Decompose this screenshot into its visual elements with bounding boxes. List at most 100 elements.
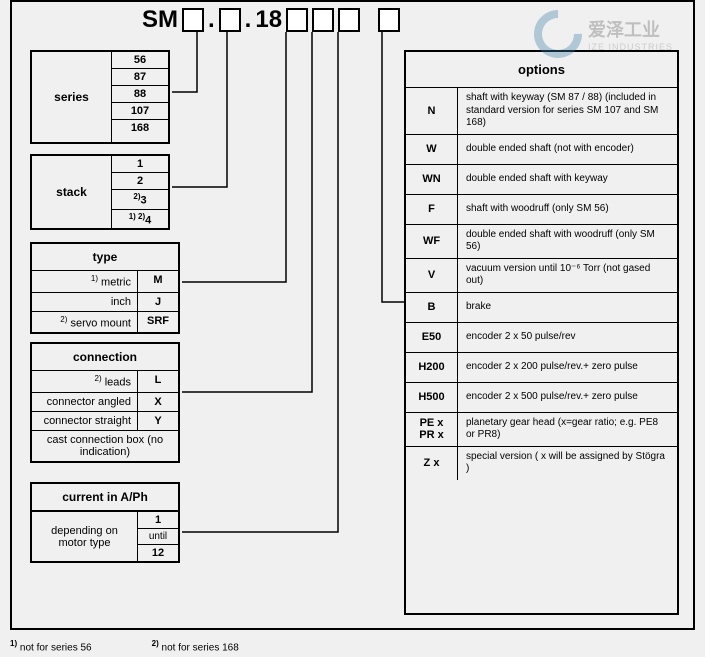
slot-connection: [312, 8, 334, 32]
series-value: 107: [112, 103, 168, 120]
current-max: 12: [138, 545, 178, 561]
slot-stack: [219, 8, 241, 32]
footnote-1: 1) not for series 56: [10, 639, 92, 653]
stack-value: 1: [112, 156, 168, 173]
option-row: Nshaft with keyway (SM 87 / 88) (include…: [406, 88, 677, 135]
title-mid: 18: [255, 6, 282, 34]
stack-value: 1) 2)4: [112, 210, 168, 229]
option-desc: encoder 2 x 50 pulse/rev: [458, 327, 677, 348]
type-rows: 1) metricMinchJ2) servo mountSRF: [32, 271, 178, 332]
connection-title: connection: [32, 344, 178, 371]
option-desc: encoder 2 x 200 pulse/rev.+ zero pulse: [458, 357, 677, 378]
option-desc: shaft with keyway (SM 87 / 88) (included…: [458, 88, 677, 134]
logo-subtitle: IZE INDUSTRIES: [588, 42, 673, 52]
series-title: series: [32, 52, 112, 142]
option-row: WNdouble ended shaft with keyway: [406, 165, 677, 195]
options-section: options Nshaft with keyway (SM 87 / 88) …: [404, 50, 679, 615]
option-desc: shaft with woodruff (only SM 56): [458, 199, 677, 220]
logo-text: 爱泽工业: [588, 16, 673, 42]
option-desc: brake: [458, 297, 677, 318]
option-desc: planetary gear head (x=gear ratio; e.g. …: [458, 413, 677, 446]
stack-values: 122)31) 2)4: [112, 156, 168, 228]
series-value: 56: [112, 52, 168, 69]
connection-row: connector straightY: [32, 411, 178, 430]
option-row: H200encoder 2 x 200 pulse/rev.+ zero pul…: [406, 353, 677, 383]
connection-row-val: Y: [138, 412, 178, 430]
connection-row: connector angledX: [32, 392, 178, 411]
option-code: W: [406, 135, 458, 164]
connection-row: 2) leadsL: [32, 371, 178, 392]
watermark-logo: 爱泽工业 IZE INDUSTRIES: [534, 10, 673, 58]
type-section: type 1) metricMinchJ2) servo mountSRF: [30, 242, 180, 334]
connection-row-val: X: [138, 393, 178, 411]
type-row: 1) metricM: [32, 271, 178, 292]
option-code: H200: [406, 353, 458, 382]
type-row-label: inch: [32, 293, 138, 311]
connection-row-label: cast connection box (no indication): [32, 431, 178, 461]
option-code: H500: [406, 383, 458, 412]
current-until: until: [138, 529, 178, 545]
footnotes: 1) not for series 56 2) not for series 1…: [10, 639, 239, 653]
option-row: WFdouble ended shaft with woodruff (only…: [406, 225, 677, 259]
option-code: N: [406, 88, 458, 134]
type-row-label: 1) metric: [32, 271, 138, 292]
current-label: depending on motor type: [32, 512, 138, 561]
option-code: E50: [406, 323, 458, 352]
series-values: 568788107168: [112, 52, 168, 142]
option-code: PE xPR x: [406, 413, 458, 446]
type-row-val: SRF: [138, 312, 178, 333]
slot-series: [182, 8, 204, 32]
dot1: .: [208, 6, 215, 34]
option-desc: double ended shaft with keyway: [458, 169, 677, 190]
stack-value: 2)3: [112, 190, 168, 210]
connection-section: connection 2) leadsLconnector angledXcon…: [30, 342, 180, 463]
connection-row-val: L: [138, 371, 178, 392]
type-row-label: 2) servo mount: [32, 312, 138, 333]
option-code: WN: [406, 165, 458, 194]
option-desc: double ended shaft with woodruff (only S…: [458, 225, 677, 258]
diagram-frame: 爱泽工业 IZE INDUSTRIES SM . . 18 series 568…: [10, 0, 695, 630]
dot2: .: [245, 6, 252, 34]
connection-row: cast connection box (no indication): [32, 430, 178, 461]
option-desc: special version ( x will be assigned by …: [458, 447, 677, 480]
option-row: Wdouble ended shaft (not with encoder): [406, 135, 677, 165]
current-section: current in A/Ph depending on motor type …: [30, 482, 180, 563]
connection-row-label: 2) leads: [32, 371, 138, 392]
option-row: Z xspecial version ( x will be assigned …: [406, 447, 677, 480]
option-row: Bbrake: [406, 293, 677, 323]
option-code: F: [406, 195, 458, 224]
options-rows: Nshaft with keyway (SM 87 / 88) (include…: [406, 88, 677, 480]
option-code: Z x: [406, 447, 458, 480]
option-row: PE xPR xplanetary gear head (x=gear rati…: [406, 413, 677, 447]
logo-ring-icon: [524, 0, 592, 68]
type-row: inchJ: [32, 292, 178, 311]
option-desc: encoder 2 x 500 pulse/rev.+ zero pulse: [458, 387, 677, 408]
footnote-2: 2) not for series 168: [152, 639, 239, 653]
connection-rows: 2) leadsLconnector angledXconnector stra…: [32, 371, 178, 461]
slot-current: [338, 8, 360, 32]
type-row-val: M: [138, 271, 178, 292]
title-prefix: SM: [142, 6, 178, 34]
slot-type: [286, 8, 308, 32]
type-title: type: [32, 244, 178, 271]
stack-section: stack 122)31) 2)4: [30, 154, 170, 230]
series-value: 168: [112, 120, 168, 136]
stack-value: 2: [112, 173, 168, 190]
option-row: Vvacuum version until 10⁻⁶ Torr (not gas…: [406, 259, 677, 293]
series-section: series 568788107168: [30, 50, 170, 144]
option-desc: vacuum version until 10⁻⁶ Torr (not gase…: [458, 259, 677, 292]
series-value: 87: [112, 69, 168, 86]
stack-title: stack: [32, 156, 112, 228]
option-desc: double ended shaft (not with encoder): [458, 139, 677, 160]
part-number-template: SM . . 18: [142, 6, 400, 34]
current-title: current in A/Ph: [32, 484, 178, 511]
option-code: WF: [406, 225, 458, 258]
slot-options: [378, 8, 400, 32]
current-min: 1: [138, 512, 178, 529]
connection-row-label: connector straight: [32, 412, 138, 430]
option-row: Fshaft with woodruff (only SM 56): [406, 195, 677, 225]
option-row: E50encoder 2 x 50 pulse/rev: [406, 323, 677, 353]
option-row: H500encoder 2 x 500 pulse/rev.+ zero pul…: [406, 383, 677, 413]
type-row: 2) servo mountSRF: [32, 311, 178, 333]
option-code: B: [406, 293, 458, 322]
